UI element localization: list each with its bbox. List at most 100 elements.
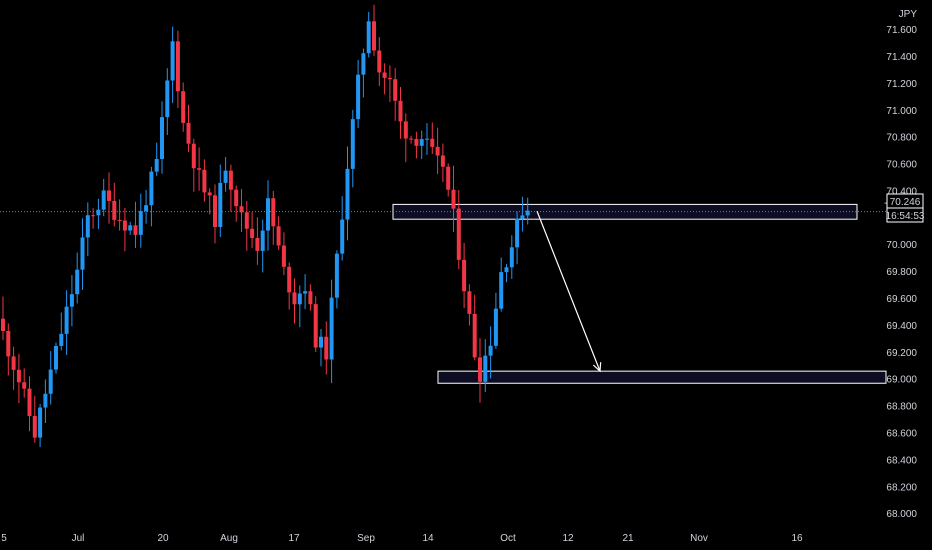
price-tick-label: 69.600 (886, 294, 917, 305)
candle-down (435, 146, 440, 156)
candle-up (266, 198, 270, 231)
candle-down (382, 72, 387, 78)
time-tick-label: 20 (157, 533, 169, 544)
price-label-group: - 70.246 16:54:53 (884, 193, 925, 223)
candle-up (80, 237, 85, 270)
candle-up (499, 272, 504, 309)
candle-up (59, 333, 64, 346)
candle-down (175, 41, 180, 92)
candle-down (181, 91, 186, 123)
candle-down (372, 21, 376, 51)
time-tick-label: 12 (562, 533, 574, 544)
candle-down (456, 208, 461, 260)
candle-down (393, 79, 398, 101)
candle-down (22, 382, 27, 389)
candle-down (430, 138, 435, 147)
candle-up (96, 209, 101, 216)
price-axis[interactable]: JPY 71.600 71.400 71.200 71.000 70.800 70.600… (886, 9, 917, 520)
candle-up (350, 119, 355, 169)
candle-down (11, 356, 16, 370)
countdown-label: 16:54:53 (886, 211, 925, 222)
price-tick-label: 68.200 (886, 482, 917, 493)
projection-arrow-head (592, 362, 602, 373)
time-tick-label: Aug (220, 533, 238, 544)
candle-up (493, 308, 498, 346)
candle-down (281, 245, 286, 267)
candle-up (144, 205, 149, 212)
price-tick-label: 71.200 (886, 79, 917, 90)
candle-down (313, 304, 318, 348)
candle-down (255, 237, 260, 251)
candle-down (451, 189, 456, 209)
countdown-box (886, 207, 924, 223)
candle-up (525, 210, 530, 216)
time-tick-label: 21 (622, 533, 634, 544)
candle-down (467, 291, 472, 314)
support-zone (437, 370, 887, 384)
candle-up (149, 171, 154, 206)
time-tick-label: 17 (288, 533, 300, 544)
candle-down (440, 155, 445, 167)
candle-up (138, 211, 143, 235)
crosshair-marker: - (884, 198, 887, 209)
candle-down (446, 166, 451, 190)
time-tick-label: 14 (422, 533, 434, 544)
candle-down (133, 225, 138, 235)
candle-down (213, 195, 217, 228)
candle-up (218, 182, 223, 228)
candle-down (107, 190, 111, 201)
candle-down (91, 215, 96, 217)
candle-up (361, 53, 366, 75)
candle-down (287, 266, 292, 293)
candle-down (472, 313, 477, 358)
candle-up (515, 218, 520, 248)
candle-down (409, 138, 414, 140)
candle-up (520, 215, 525, 219)
price-tick-label: 68.400 (886, 455, 917, 466)
candle-up (75, 269, 80, 295)
price-tick-label: 70.400 (886, 186, 917, 197)
candle-up (43, 393, 48, 408)
candle-up (64, 306, 69, 334)
candle-down (377, 50, 382, 73)
candle-down (117, 219, 122, 221)
candle-up (340, 219, 345, 254)
candle-down (239, 206, 244, 213)
time-tick-label: Jul (72, 533, 85, 544)
candle-up (85, 215, 90, 238)
candle-up (483, 355, 488, 382)
price-tick-label: 69.800 (886, 267, 917, 278)
zones-layer (392, 203, 887, 384)
candle-down (228, 170, 233, 190)
time-tick-label: 16 (791, 533, 803, 544)
price-tick-label: 71.600 (886, 25, 917, 36)
price-tick-label: 70.800 (886, 133, 917, 144)
candle-down (16, 369, 21, 383)
candle-up (69, 294, 74, 307)
candle-up (345, 168, 350, 220)
candle-up (154, 158, 159, 172)
candle-up (366, 21, 371, 54)
time-tick-label: Sep (357, 533, 375, 544)
price-tick-label: 68.600 (886, 429, 917, 440)
candles-layer (1, 4, 530, 448)
candle-down (414, 138, 419, 146)
price-tick-label: 69.200 (886, 348, 917, 359)
candle-up (223, 170, 228, 183)
candle-down (27, 388, 32, 416)
candle-up (101, 190, 106, 210)
time-tick-label: Nov (690, 533, 708, 544)
candle-up (54, 345, 58, 370)
candle-down (112, 200, 117, 220)
candle-down (462, 259, 467, 292)
candle-up (170, 41, 175, 81)
price-tick-label: 68.000 (886, 509, 917, 520)
candle-down (271, 198, 276, 227)
time-axis[interactable]: 5 Jul 20 Aug 17 Sep 14 Oct 12 21 Nov 16 (1, 533, 803, 544)
candle-up (128, 225, 133, 231)
projection-layer (536, 210, 602, 373)
price-tick-label: 70.000 (886, 240, 917, 251)
candle-down (250, 228, 255, 238)
